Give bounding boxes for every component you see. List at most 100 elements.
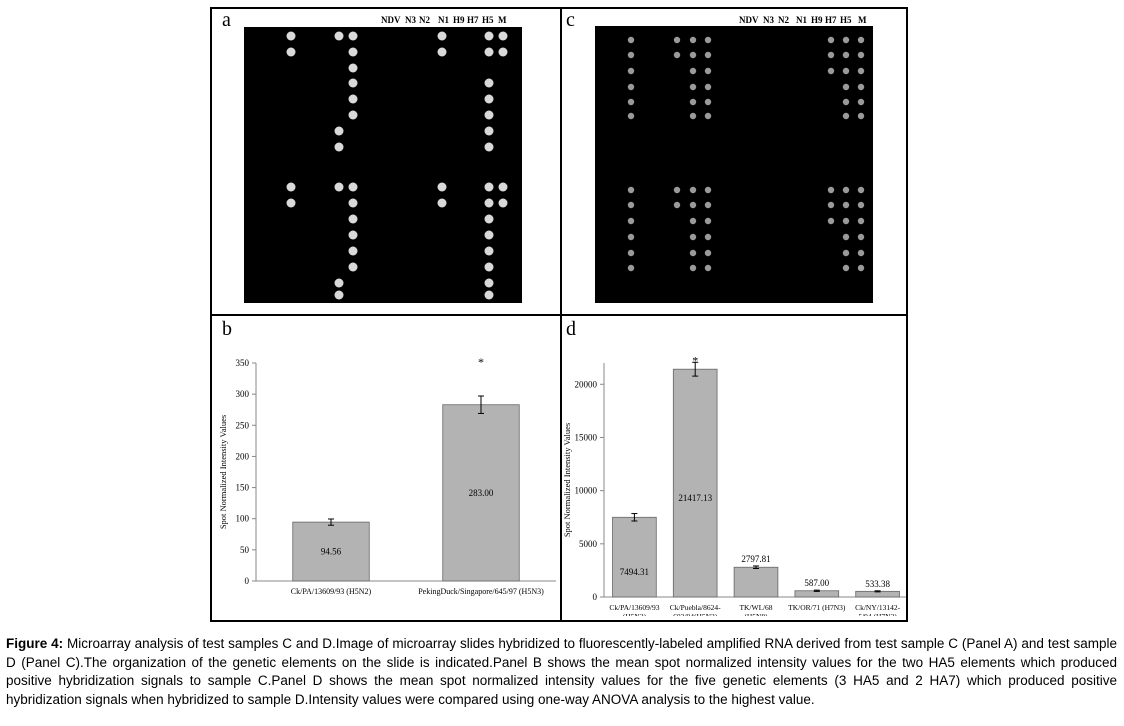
microarray-spot [286,31,296,41]
category-label: Ck/NY/13142- [855,603,901,612]
y-tick-label: 300 [236,389,250,399]
microarray-spot [857,98,865,106]
microarray-spot [857,201,865,209]
y-axis-label: Spot Normalized Intensity Values [562,423,572,537]
microarray-spot [689,36,697,44]
microarray-spot [484,47,494,57]
microarray-spot [437,31,447,41]
significance-star: * [692,353,698,367]
col-label-m: M [858,15,867,25]
microarray-spot [484,142,494,152]
microarray-spot [484,78,494,88]
microarray-spot [689,186,697,194]
microarray-spot [627,36,635,44]
microarray-spot [704,83,712,91]
microarray-spot [348,262,358,272]
microarray-spot [704,249,712,257]
microarray-spot [498,198,508,208]
panel-b-letter: b [222,318,232,340]
microarray-spot [842,249,850,257]
microarray-spot [704,51,712,59]
microarray-spot [334,290,344,300]
microarray-image-c [595,26,873,303]
microarray-spot [627,67,635,75]
microarray-spot [857,186,865,194]
col-label-n2: N2 [419,15,430,25]
microarray-spot [334,142,344,152]
col-label-n3: N3 [763,15,774,25]
category-label: PekingDuck/Singapore/645/97 (H5N3) [418,587,544,596]
microarray-spot [484,246,494,256]
microarray-spot [484,262,494,272]
microarray-spot [827,186,835,194]
microarray-spot [689,249,697,257]
bar [672,368,718,598]
microarray-spot [842,233,850,241]
microarray-spot [348,246,358,256]
microarray-spot [704,201,712,209]
col-label-n1: N1 [796,15,807,25]
microarray-spot [689,264,697,272]
y-tick-label: 0 [245,576,250,586]
microarray-spot [857,112,865,120]
microarray-spot [857,249,865,257]
caption-text: Microarray analysis of test samples C an… [6,636,1117,707]
microarray-spot [627,112,635,120]
microarray-spot [627,186,635,194]
bar-value-label: 21417.13 [678,493,712,503]
microarray-spot [348,63,358,73]
microarray-spot [286,47,296,57]
microarray-spot [704,186,712,194]
bar-value-label: 283.00 [469,488,494,498]
microarray-spot [857,264,865,272]
microarray-spot [627,264,635,272]
col-label-ndv: NDV [381,15,401,25]
microarray-spot [437,47,447,57]
y-tick-label: 100 [236,514,250,524]
microarray-spot [484,214,494,224]
microarray-spot [627,83,635,91]
panel-divider-horizontal [212,314,906,316]
microarray-spot [484,110,494,120]
bar-chart-b: 0 50 100 150 200 250 300 350 Spot Normalized Int… [218,355,556,596]
y-tick-label: 350 [236,358,250,368]
microarray-spot [842,36,850,44]
microarray-spot [842,98,850,106]
y-tick-label: 10000 [575,486,598,496]
category-label: (H5N2) [623,612,647,616]
microarray-spot [857,217,865,225]
microarray-spot [689,233,697,241]
microarray-spot [857,36,865,44]
microarray-spot [484,198,494,208]
microarray-spot [827,217,835,225]
col-label-h5: H5 [840,15,852,25]
microarray-spot [286,182,296,192]
bar [442,404,520,582]
microarray-spot [498,182,508,192]
y-tick-label: 15000 [575,432,598,442]
y-tick-label: 200 [236,451,250,461]
microarray-spot [857,83,865,91]
microarray-spot [842,67,850,75]
category-label: TK/OR/71 (H7N3) [788,603,846,612]
microarray-spot [689,83,697,91]
figure-frame: a NDV N3 N2 N1 H9 H7 H5 M c NDV N3 N2 N1… [210,7,908,622]
col-label-h9: H9 [811,15,823,25]
microarray-spot [689,98,697,106]
bar [733,566,779,598]
microarray-spot [704,67,712,75]
microarray-spot [689,51,697,59]
y-tick-label: 5000 [579,539,598,549]
microarray-spot [627,217,635,225]
microarray-spot [627,98,635,106]
microarray-spot [842,201,850,209]
microarray-spot [704,98,712,106]
microarray-spot [484,230,494,240]
microarray-spot [334,182,344,192]
microarray-spot [437,198,447,208]
bar-value-label: 2797.81 [741,554,770,564]
microarray-spot [842,112,850,120]
col-label-h9: H9 [453,15,465,25]
bar-value-label: 94.56 [321,547,342,557]
microarray-spot [437,182,447,192]
